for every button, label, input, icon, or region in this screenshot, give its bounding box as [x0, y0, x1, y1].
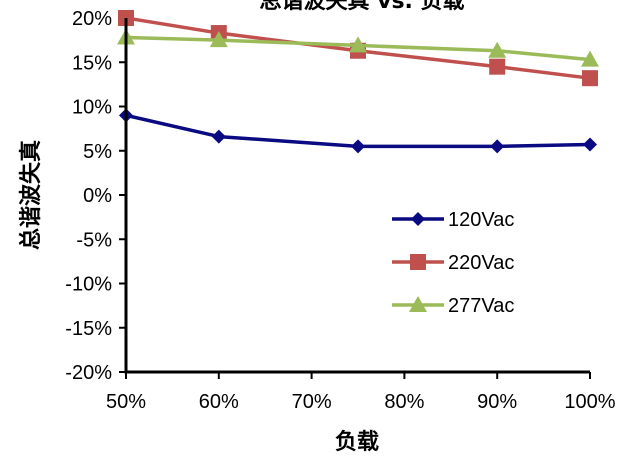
legend-marker-120vac	[411, 212, 425, 226]
y-tick-label: 20%	[72, 8, 112, 30]
legend-label: 220Vac	[448, 252, 514, 274]
legend: 120Vac 220Vac 277Vac	[392, 209, 514, 317]
y-tick-label: -20%	[65, 362, 112, 384]
y-tick-label: 10%	[72, 97, 112, 119]
y-tick-label: 5%	[83, 141, 112, 163]
data-point-220vac	[489, 58, 506, 75]
legend-label: 120Vac	[448, 209, 514, 231]
series-277vac	[117, 28, 599, 67]
y-axis-title: 总谐波失真	[18, 140, 44, 250]
series-120vac	[119, 108, 597, 154]
y-axis-ticks: -20% -15% -10% -5% 0% 5% 10% 15% 20%	[65, 8, 126, 384]
legend-marker-277vac	[409, 296, 427, 312]
y-tick-label: 0%	[83, 185, 112, 207]
data-point-277vac	[209, 31, 228, 48]
x-axis-title: 负载	[335, 429, 379, 455]
y-tick-label: -15%	[65, 318, 112, 340]
x-tick-label: 70%	[292, 391, 332, 413]
x-axis-ticks: 50% 60% 70% 80% 90% 100%	[106, 372, 616, 413]
data-point-277vac	[349, 36, 367, 53]
data-point-220vac	[582, 70, 598, 87]
data-point-120vac	[351, 139, 365, 154]
x-tick-label: 80%	[384, 391, 424, 413]
legend-item-120vac: 120Vac	[392, 209, 514, 231]
chart-title: 总谐波失真 vs. 负载	[259, 0, 464, 14]
data-point-120vac	[583, 137, 597, 152]
y-tick-label: 15%	[72, 52, 112, 74]
x-tick-label: 90%	[477, 391, 517, 413]
data-point-120vac	[490, 139, 505, 154]
y-tick-label: -5%	[76, 229, 112, 251]
x-tick-label: 100%	[564, 391, 615, 413]
data-point-120vac	[211, 129, 226, 144]
legend-marker-220vac	[410, 254, 426, 270]
plot-area: -20% -15% -10% -5% 0% 5% 10% 15% 20% 50% 60% 70% 80…	[65, 8, 615, 413]
data-point-277vac	[488, 41, 507, 58]
y-tick-label: -10%	[65, 274, 112, 296]
series-layer	[117, 10, 599, 154]
legend-label: 277Vac	[448, 295, 514, 317]
data-point-277vac	[581, 50, 599, 67]
x-tick-label: 50%	[106, 391, 146, 413]
legend-item-277vac: 277Vac	[392, 295, 514, 317]
legend-item-220vac: 220Vac	[392, 252, 514, 274]
x-tick-label: 60%	[199, 391, 239, 413]
